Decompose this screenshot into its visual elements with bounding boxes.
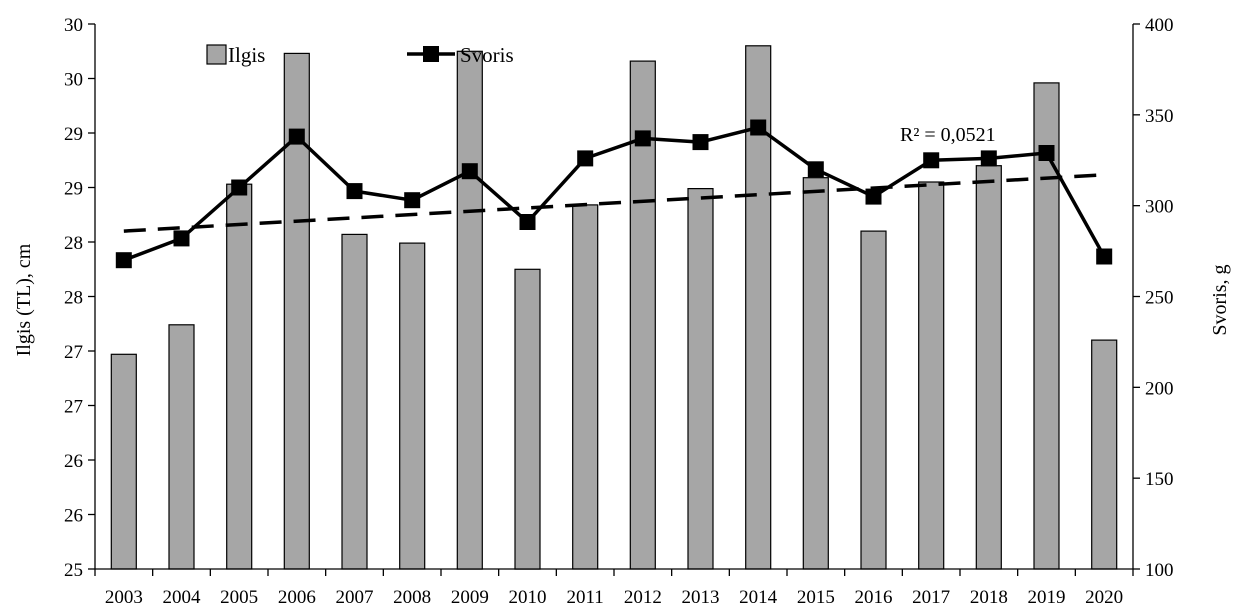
legend-label-ilgis: Ilgis — [228, 43, 265, 67]
bar-2007 — [341, 233, 368, 570]
x-tick-label: 2020 — [1085, 587, 1123, 608]
svoris-point-2019 — [1038, 145, 1055, 161]
left-tick-label: 27 — [64, 342, 83, 363]
svoris-point-2013 — [692, 134, 709, 151]
x-tick-label: 2016 — [855, 587, 893, 608]
left-tick-label: 27 — [64, 397, 83, 418]
svoris-point-2015 — [807, 161, 824, 178]
svoris-point-2016 — [865, 188, 882, 205]
left-axis-title: Ilgis (TL), cm — [13, 243, 35, 356]
bar-2016 — [860, 230, 887, 570]
svoris-point-2004 — [173, 230, 190, 247]
x-tick-label: 2004 — [163, 587, 202, 608]
bar-2005 — [226, 183, 253, 570]
bar-2013 — [687, 188, 714, 570]
bar-2011 — [572, 204, 599, 570]
x-tick-label: 2017 — [912, 587, 950, 608]
bar-2010 — [514, 268, 541, 570]
left-tick-label: 30 — [64, 15, 83, 36]
trend-layer — [123, 173, 1105, 233]
line-layer — [115, 119, 1113, 269]
right-tick-label: 200 — [1145, 378, 1174, 399]
right-tick-label: 400 — [1145, 15, 1174, 36]
svoris-point-2017 — [923, 152, 940, 169]
left-tick-label: 28 — [64, 288, 83, 309]
bar-2006 — [283, 52, 310, 570]
bar-2003 — [110, 353, 137, 570]
svoris-point-2020 — [1096, 248, 1113, 265]
left-tick-label: 25 — [64, 560, 83, 581]
svoris-point-2008 — [404, 192, 421, 209]
x-tick-label: 2008 — [393, 587, 431, 608]
left-tick-label: 29 — [64, 179, 83, 200]
right-tick-label: 300 — [1145, 197, 1174, 218]
left-tick-label: 28 — [64, 233, 83, 254]
axes-layer: 25 26 26 27 27 28 28 29 29 30 30 100 150 200 250 300 350… — [64, 15, 1174, 608]
right-axis-title: Svoris, g — [1209, 264, 1231, 335]
svoris-point-2003 — [115, 252, 132, 269]
bar-2004 — [168, 324, 195, 570]
bar-2009 — [456, 50, 483, 570]
svoris-point-2010 — [519, 214, 536, 230]
svoris-line — [123, 125, 1106, 262]
svoris-point-2007 — [346, 183, 363, 200]
svoris-point-2012 — [634, 130, 651, 147]
bar-2018 — [975, 165, 1002, 570]
legend-swatch-ilgis — [206, 44, 227, 65]
svoris-point-2011 — [577, 150, 594, 167]
svoris-point-2006 — [288, 128, 305, 145]
bar-2020 — [1091, 339, 1118, 570]
x-tick-label: 2010 — [509, 587, 547, 608]
right-tick-label: 350 — [1145, 106, 1174, 127]
right-tick-label: 150 — [1145, 469, 1174, 490]
bars-layer — [110, 45, 1118, 570]
svoris-point-2009 — [461, 163, 478, 180]
x-tick-label: 2007 — [336, 587, 374, 608]
x-tick-label: 2013 — [682, 587, 720, 608]
bar-2017 — [918, 181, 945, 570]
x-tick-label: 2015 — [797, 587, 835, 608]
x-tick-label: 2009 — [451, 587, 489, 608]
svoris-point-2018 — [980, 150, 997, 167]
bar-2015 — [802, 177, 829, 570]
bar-2019 — [1033, 82, 1060, 570]
x-tick-label: 2005 — [220, 587, 258, 608]
x-tick-label: 2018 — [970, 587, 1008, 608]
trendline — [123, 173, 1105, 233]
legend-label-svoris: Svoris — [460, 43, 514, 67]
svoris-point-2005 — [231, 179, 248, 196]
left-tick-label: 30 — [64, 70, 83, 91]
right-tick-label: 250 — [1145, 288, 1174, 309]
x-tick-label: 2011 — [567, 587, 604, 608]
x-tick-label: 2019 — [1028, 587, 1066, 608]
x-tick-label: 2003 — [105, 587, 143, 608]
left-tick-label: 26 — [64, 451, 83, 472]
x-tick-label: 2006 — [278, 587, 316, 608]
x-tick-label: 2012 — [624, 587, 662, 608]
r-squared-annotation: R² = 0,0521 — [900, 124, 996, 146]
legend: Ilgis Svoris — [206, 43, 514, 67]
left-tick-label: 26 — [64, 506, 83, 527]
bar-2008 — [399, 242, 426, 570]
x-tick-label: 2014 — [739, 587, 778, 608]
legend-marker-svoris — [423, 46, 439, 62]
left-tick-label: 29 — [64, 124, 83, 145]
svoris-point-2014 — [750, 119, 767, 136]
right-tick-label: 100 — [1145, 560, 1174, 581]
